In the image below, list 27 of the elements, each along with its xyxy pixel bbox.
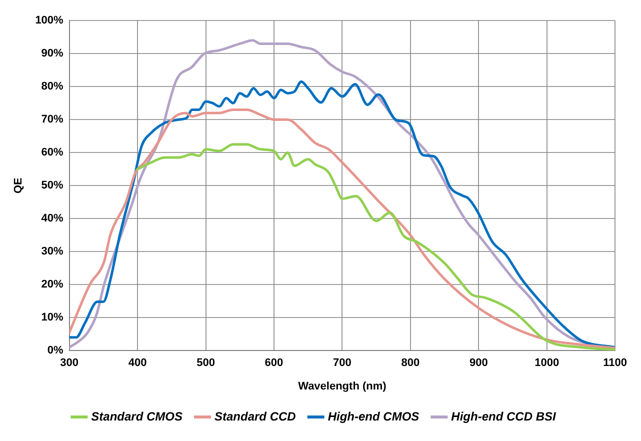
y-tick-label: 40% [41, 212, 64, 225]
legend-label: Standard CCD [214, 409, 296, 424]
x-tick-label: 800 [401, 357, 420, 370]
y-tick-label: 90% [41, 48, 64, 60]
y-axis-title: QE [12, 178, 25, 194]
line-series [136, 143, 616, 351]
y-tick-label: 70% [41, 114, 64, 126]
y-tick-label: 0% [47, 344, 64, 357]
x-tick-label: 600 [264, 357, 284, 370]
x-axis-title: Wavelength (nm) [298, 380, 387, 392]
x-tick-label: 700 [333, 357, 352, 370]
x-tick-label: 1100 [603, 357, 628, 370]
y-tick-label: 30% [41, 246, 64, 258]
x-tick-label: 500 [196, 357, 215, 370]
y-tick-label: 100% [35, 14, 64, 27]
y-tick-label: 10% [41, 312, 64, 324]
x-tick-label: 300 [60, 357, 79, 370]
legend-label: Standard CMOS [91, 409, 183, 424]
y-tick-label: 20% [41, 278, 64, 291]
y-tick-label: 50% [41, 180, 64, 192]
legend-label: High-end CMOS [328, 409, 420, 424]
y-tick-label: 60% [41, 146, 64, 159]
x-tick-label: 1000 [534, 357, 560, 370]
x-tick-label: 900 [469, 357, 488, 370]
x-tick-label: 400 [128, 357, 147, 370]
y-tick-label: 80% [41, 80, 64, 93]
legend-label: High-end CCD BSI [451, 409, 556, 424]
